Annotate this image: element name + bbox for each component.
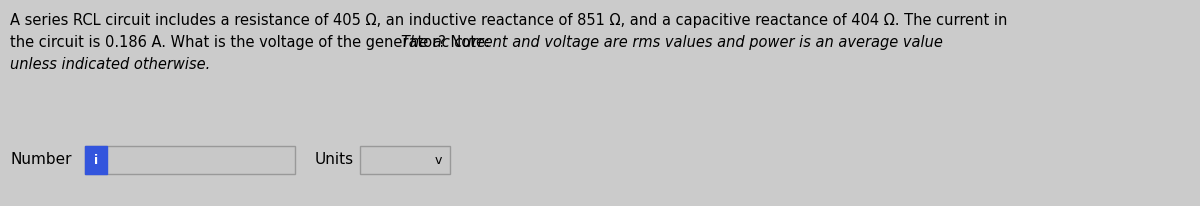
Text: v: v <box>434 153 442 166</box>
FancyBboxPatch shape <box>85 146 107 174</box>
FancyBboxPatch shape <box>85 146 295 174</box>
Text: The ac current and voltage are rms values and power is an average value: The ac current and voltage are rms value… <box>401 35 943 50</box>
Text: Number: Number <box>10 152 72 167</box>
Text: the circuit is 0.186 A. What is the voltage of the generator? Note:: the circuit is 0.186 A. What is the volt… <box>10 35 494 50</box>
FancyBboxPatch shape <box>360 146 450 174</box>
Text: A series RCL circuit includes a resistance of 405 Ω, an inductive reactance of 8: A series RCL circuit includes a resistan… <box>10 13 1007 28</box>
Text: i: i <box>94 153 98 166</box>
Text: Units: Units <box>314 152 354 167</box>
Text: unless indicated otherwise.: unless indicated otherwise. <box>10 57 210 72</box>
